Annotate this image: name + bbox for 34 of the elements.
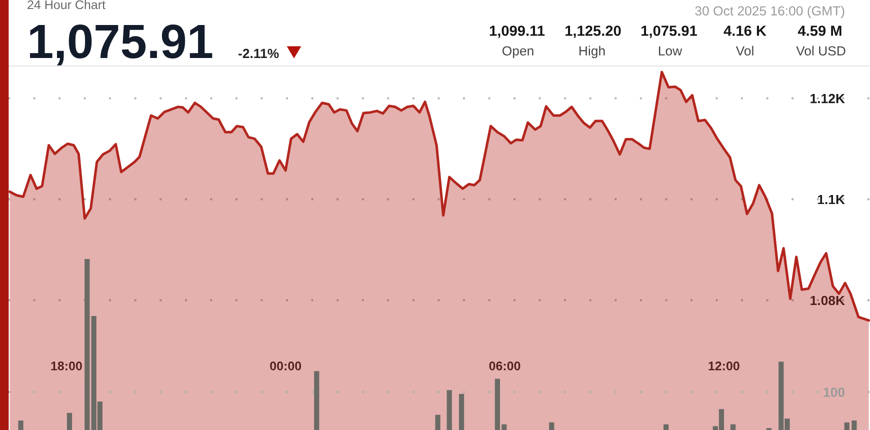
- text: Open: [502, 46, 534, 58]
- text: 1,075.91: [642, 26, 697, 38]
- text: -2.11%: [238, 48, 279, 58]
- bar: [18, 420, 24, 430]
- bar: [730, 424, 736, 430]
- bar: [435, 414, 440, 430]
- x-tick-label: 06:00: [489, 361, 520, 370]
- bar: [852, 420, 857, 430]
- bar: [844, 422, 850, 430]
- text: 4.59 M: [798, 26, 842, 36]
- bar: [549, 422, 554, 430]
- bar: [84, 259, 90, 430]
- x-tick-label: 00:00: [270, 361, 302, 370]
- text: 30 Oct 2025 16:00 (GMT): [695, 6, 844, 18]
- y-tick-label: 1.12K: [810, 94, 845, 104]
- bar: [664, 424, 669, 430]
- y2-tick-label: 100: [824, 388, 844, 397]
- text: 1,125.20: [566, 26, 621, 38]
- x-tick-label: 18:00: [51, 361, 82, 370]
- y-tick-label: 1.1K: [818, 194, 845, 204]
- x-tick-label: 12:00: [708, 361, 740, 370]
- text: Vol USD: [796, 46, 846, 56]
- text: Low: [658, 46, 682, 56]
- text: High: [580, 46, 605, 58]
- y-tick-label: 1.08K: [810, 296, 845, 306]
- bar: [66, 412, 72, 430]
- text: 1,099.11: [490, 26, 545, 38]
- text: Vol: [736, 46, 754, 56]
- bar: [446, 390, 452, 430]
- chart-title: 24 Hour Chart: [28, 0, 106, 10]
- text: 4.16 K: [724, 26, 766, 36]
- chart-subtitle: 1,075.91: [30, 24, 212, 66]
- bar: [314, 371, 320, 430]
- bar: [458, 394, 464, 430]
